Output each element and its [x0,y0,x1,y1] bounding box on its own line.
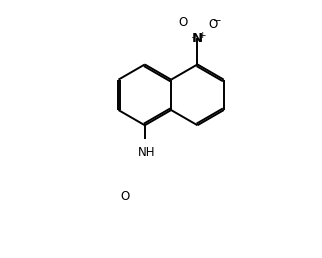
Text: +: + [198,31,205,40]
Text: O: O [178,16,187,29]
Text: NH: NH [138,146,155,159]
Text: N: N [192,32,203,45]
Text: O: O [208,18,218,31]
Text: O: O [121,190,130,203]
Text: −: − [213,16,222,26]
